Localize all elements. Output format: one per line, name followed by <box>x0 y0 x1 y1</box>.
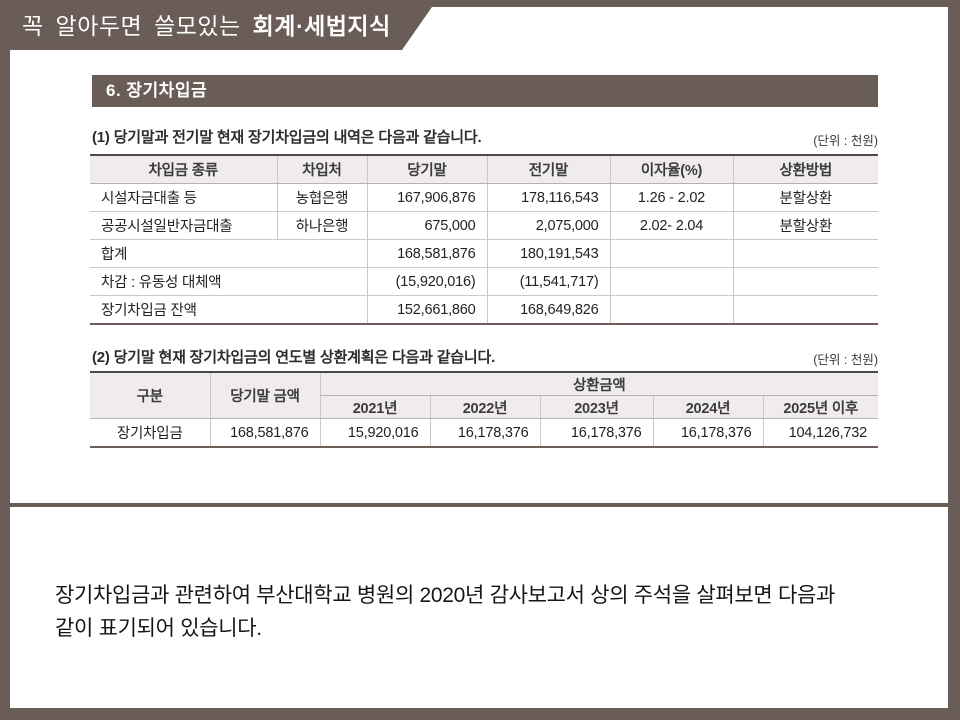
prior-amount: 180,191,543 <box>486 239 610 268</box>
lender: 농협은행 <box>276 183 367 212</box>
year-amount: 16,178,376 <box>539 418 653 447</box>
col-header-group: 상환금액 <box>319 372 879 396</box>
year-amount: 15,920,016 <box>319 418 430 447</box>
table-row: 시설자금대출 등 농협은행 167,906,876 178,116,543 1.… <box>90 183 878 212</box>
table-row: 공공시설일반자금대출 하나은행 675,000 2,075,000 2.02- … <box>90 211 878 240</box>
loan-type: 시설자금대출 등 <box>90 183 277 212</box>
slide-header-title-bold: 회계·세법지식 <box>252 13 391 39</box>
repayment-method: 분할상환 <box>732 183 878 212</box>
table1-caption: (1) 당기말과 전기말 현재 장기차입금의 내역은 다음과 같습니다. <box>92 129 482 146</box>
table-header-row: 차입금 종류 차입처 당기말 전기말 이자율(%) 상환방법 <box>90 155 878 184</box>
content-panel: 6. 장기차입금 (1) 당기말과 전기말 현재 장기차입금의 내역은 다음과 … <box>10 7 948 503</box>
year-header: 2022년 <box>429 395 540 419</box>
table-subheader-row: 2021년 2022년 2023년 2024년 2025년 이후 <box>90 395 879 419</box>
current-amount: 675,000 <box>366 211 487 240</box>
prior-amount: 2,075,000 <box>486 211 610 240</box>
col-header: 차입금 종류 <box>90 155 277 184</box>
col-header: 이자율(%) <box>609 155 733 184</box>
empty-cell <box>732 239 878 268</box>
table-header-row: 구분 당기말 금액 상환금액 <box>90 372 879 419</box>
empty-cell <box>609 295 733 324</box>
section-heading: 6. 장기차입금 <box>106 81 208 100</box>
table1-unit-label: (단위 : 천원) <box>813 134 878 148</box>
row-label: 장기차입금 <box>116 426 183 442</box>
prior-amount: 178,116,543 <box>486 183 610 212</box>
slide-header-title-regular: 꼭 알아두면 쓸모있는 <box>22 13 241 39</box>
current-amount: 167,906,876 <box>366 183 487 212</box>
current-amount: (15,920,016) <box>366 267 487 296</box>
loan-details-table: 차입금 종류 차입처 당기말 전기말 이자율(%) 상환방법 시설자금대출 등 … <box>90 154 878 325</box>
year-header: 2023년 <box>539 395 653 419</box>
table-total-row: 합계 168,581,876 180,191,543 <box>90 239 878 268</box>
table2-caption: (2) 당기말 현재 장기차입금의 연도별 상환계획은 다음과 같습니다. <box>92 349 496 366</box>
empty-cell <box>732 267 878 296</box>
year-header: 2025년 이후 <box>762 395 879 419</box>
commentary-line-1: 장기차입금과 관련하여 부산대학교 병원의 2020년 감사보고서 상의 주석을… <box>55 584 836 607</box>
table-deduction-row: 차감 : 유동성 대체액 (15,920,016) (11,541,717) <box>90 267 878 296</box>
table-balance-row: 장기차입금 잔액 152,661,860 168,649,826 <box>90 295 878 324</box>
year-amount: 16,178,376 <box>429 418 540 447</box>
summary-label: 합계 <box>90 239 367 268</box>
empty-cell <box>732 295 878 324</box>
section-heading-bar: 6. 장기차입금 <box>92 75 878 107</box>
prior-amount: (11,541,717) <box>486 267 610 296</box>
table-row: 장기차입금 168,581,876 15,920,016 16,178,376 … <box>90 418 879 447</box>
current-amount: 168,581,876 <box>366 239 487 268</box>
col-header: 전기말 <box>486 155 610 184</box>
year-header: 2021년 <box>319 395 430 419</box>
year-amount: 16,178,376 <box>652 418 763 447</box>
commentary-panel: 장기차입금과 관련하여 부산대학교 병원의 2020년 감사보고서 상의 주석을… <box>10 507 948 708</box>
repayment-method: 분할상환 <box>732 211 878 240</box>
total-amount: 168,581,876 <box>209 418 320 447</box>
summary-label: 장기차입금 잔액 <box>101 303 197 319</box>
repayment-schedule-table: 구분 당기말 금액 상환금액 2021년 2022년 2023년 2024년 2… <box>90 371 879 448</box>
col-header: 당기말 <box>366 155 487 184</box>
col-header: 차입처 <box>276 155 367 184</box>
year-amount: 104,126,732 <box>762 418 879 447</box>
interest-rate: 1.26 - 2.02 <box>609 183 733 212</box>
commentary-line-2: 같이 표기되어 있습니다. <box>55 617 262 640</box>
year-header: 2024년 <box>652 395 763 419</box>
slide-header-title: 꼭 알아두면 쓸모있는 회계·세법지식 <box>22 11 391 41</box>
col-header: 상환방법 <box>732 155 878 184</box>
summary-label: 차감 : 유동성 대체액 <box>90 267 367 296</box>
loan-type: 공공시설일반자금대출 <box>90 211 277 240</box>
table2-unit-label: (단위 : 천원) <box>813 353 878 367</box>
interest-rate: 2.02- 2.04 <box>609 211 733 240</box>
current-amount: 152,661,860 <box>366 295 487 324</box>
empty-cell <box>609 239 733 268</box>
col-header: 당기말 금액 <box>209 372 320 419</box>
empty-cell <box>609 267 733 296</box>
col-header: 구분 <box>90 372 210 419</box>
commentary-text: 장기차입금과 관련하여 부산대학교 병원의 2020년 감사보고서 상의 주석을… <box>55 579 908 645</box>
lender: 하나은행 <box>276 211 367 240</box>
prior-amount: 168,649,826 <box>486 295 610 324</box>
